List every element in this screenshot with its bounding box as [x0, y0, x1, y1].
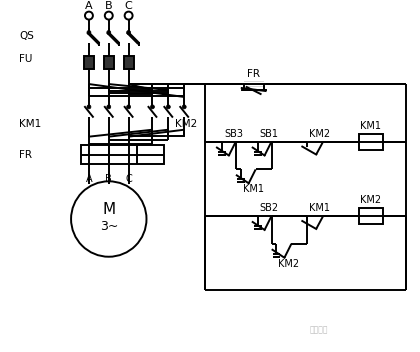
- Bar: [359, 134, 383, 150]
- Text: C: C: [125, 174, 132, 184]
- Text: A: A: [86, 174, 92, 184]
- Bar: [84, 56, 94, 69]
- Circle shape: [71, 181, 147, 257]
- Bar: [359, 208, 383, 224]
- Circle shape: [85, 12, 93, 20]
- Text: SB1: SB1: [260, 129, 278, 139]
- Text: KM1: KM1: [309, 203, 330, 213]
- Circle shape: [127, 31, 131, 34]
- Text: B: B: [105, 1, 113, 11]
- Text: FU: FU: [19, 54, 33, 64]
- Bar: [104, 56, 114, 69]
- Text: FR: FR: [247, 69, 260, 79]
- Circle shape: [107, 31, 111, 34]
- Circle shape: [107, 105, 111, 109]
- Text: KM2: KM2: [309, 129, 331, 139]
- Text: KM2: KM2: [360, 195, 381, 205]
- Text: B: B: [105, 174, 112, 184]
- Text: KM1: KM1: [19, 119, 42, 129]
- Text: 3~: 3~: [100, 220, 118, 233]
- Bar: [123, 56, 134, 69]
- Text: SB3: SB3: [224, 129, 243, 139]
- Circle shape: [166, 105, 170, 109]
- Text: SB2: SB2: [260, 203, 279, 213]
- Text: 电工天下: 电工天下: [309, 326, 328, 335]
- Circle shape: [87, 105, 91, 109]
- Text: A: A: [85, 1, 93, 11]
- Text: KM1: KM1: [243, 184, 264, 194]
- Circle shape: [105, 12, 113, 20]
- Text: M: M: [102, 202, 116, 216]
- Text: KM2: KM2: [175, 119, 197, 129]
- Circle shape: [182, 105, 186, 109]
- Circle shape: [125, 12, 133, 20]
- Text: C: C: [125, 1, 132, 11]
- Bar: [81, 145, 164, 164]
- Text: QS: QS: [19, 31, 34, 42]
- Text: FR: FR: [19, 150, 32, 159]
- Text: KM2: KM2: [278, 259, 299, 269]
- Circle shape: [127, 105, 131, 109]
- Circle shape: [150, 105, 155, 109]
- Circle shape: [87, 31, 91, 34]
- Text: KM1: KM1: [360, 121, 381, 131]
